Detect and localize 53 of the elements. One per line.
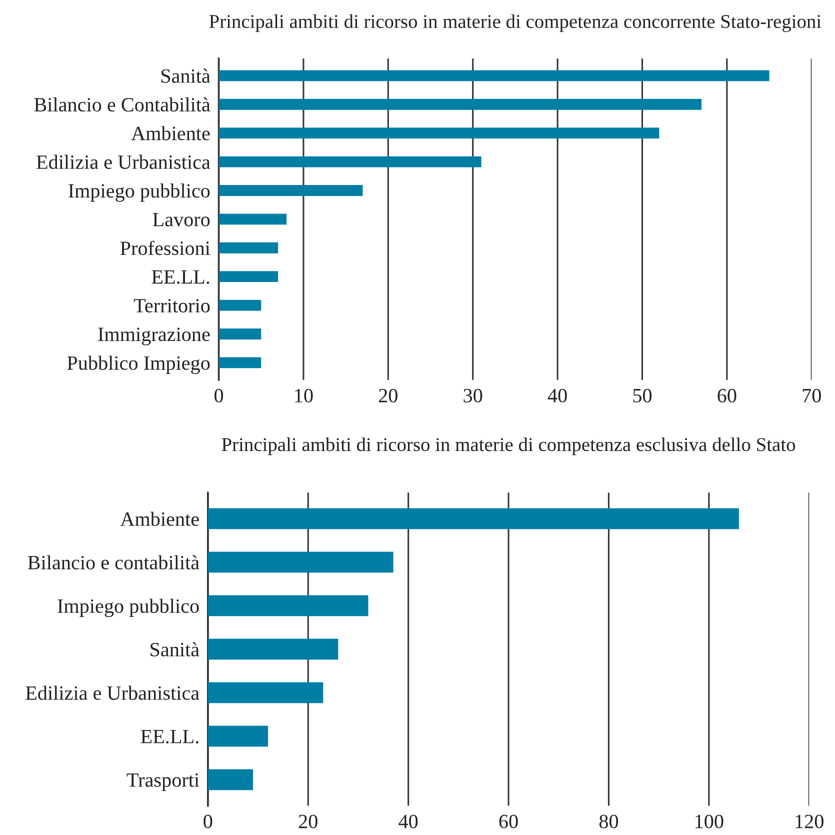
bar — [208, 638, 338, 660]
bar — [218, 185, 363, 196]
y-tick-label: Bilancio e contabilità — [28, 555, 200, 570]
y-tick-label: Bilancio e Contabilità — [34, 97, 210, 112]
x-tick-label: 20 — [298, 814, 318, 828]
y-tick-label: Lavoro — [152, 212, 210, 226]
y-tick-label: EE.LL. — [152, 270, 210, 284]
bar — [208, 769, 254, 790]
y-tick-label: Edilizia e Urbanistica — [36, 154, 210, 169]
x-tick-label: 0 — [204, 814, 212, 828]
y-tick-label: Sanità — [161, 68, 210, 83]
x-tick-label: 40 — [548, 388, 567, 402]
y-tick-label: EE.LL. — [140, 730, 198, 744]
x-tick-label: 60 — [718, 388, 736, 402]
y-tick-label: Impiego pubblico — [58, 598, 199, 618]
chart-title: Principali ambiti di ricorso in materie di competenza esclusiva dello Stato — [222, 437, 796, 456]
y-tick-label: Trasporti — [126, 773, 200, 791]
bar — [208, 595, 368, 616]
bar — [218, 156, 482, 168]
bar — [218, 98, 702, 110]
bar — [208, 726, 268, 747]
y-tick-label: Sanità — [150, 642, 200, 656]
bar — [218, 242, 278, 254]
x-tick-label: 50 — [633, 388, 652, 402]
x-tick-label: 80 — [599, 814, 618, 828]
bar — [218, 271, 278, 282]
chart-title: Principali ambiti di ricorso in materie di competenza concorrente Stato-regioni — [209, 14, 822, 32]
bar — [218, 128, 660, 139]
y-tick-label: Pubblico Impiego — [67, 356, 210, 374]
bar — [218, 214, 287, 225]
x-tick-label: 60 — [499, 814, 518, 828]
y-tick-label: Territorio — [134, 298, 210, 312]
bar — [208, 508, 739, 530]
bar — [208, 682, 324, 704]
y-tick-label: Professioni — [120, 240, 210, 256]
bar — [218, 357, 262, 368]
y-tick-label: Impiego pubblico — [68, 183, 210, 202]
y-tick-label: Edilizia e Urbanistica — [26, 686, 200, 700]
x-tick-label: 40 — [398, 814, 418, 828]
x-tick-label: 20 — [378, 388, 398, 402]
x-tick-label: 10 — [295, 388, 313, 402]
x-tick-label: 100 — [696, 814, 724, 828]
y-tick-label: Ambiente — [120, 512, 199, 526]
bar — [218, 300, 262, 311]
x-tick-label: 30 — [464, 388, 482, 402]
x-tick-label: 120 — [796, 814, 824, 828]
x-tick-label: 70 — [802, 388, 821, 402]
y-tick-label: Immigrazione — [98, 328, 210, 346]
bar — [218, 328, 262, 340]
bar — [218, 70, 770, 82]
bar — [208, 552, 394, 573]
x-tick-label: 0 — [214, 388, 224, 402]
y-tick-label: Ambiente — [131, 126, 210, 140]
